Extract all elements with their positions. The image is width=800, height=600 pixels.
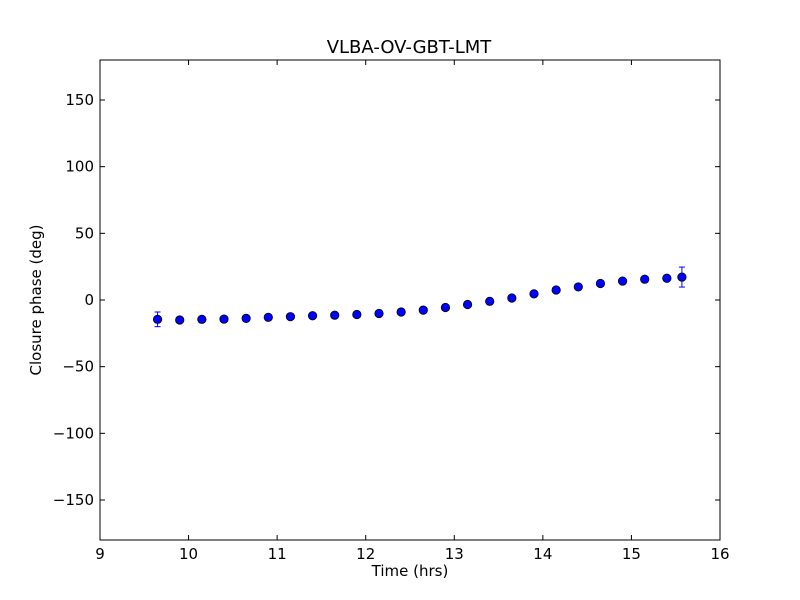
data-point [241,313,251,323]
plot-background [100,60,720,540]
plot-area: 9 10 11 12 13 14 15 16 −150 −100 −50 0 50 100 150 [53,59,730,563]
x-tick-label: 13 [445,545,464,563]
data-point [219,314,229,324]
y-tick-label: −100 [53,424,94,442]
data-point [175,315,185,325]
data-point [485,296,495,306]
y-tick-label: 100 [65,158,94,176]
x-tick-label: 9 [95,545,105,563]
data-point [551,285,561,295]
x-axis-label: Time (hrs) [371,562,449,580]
data-point [507,293,517,303]
data-point [197,314,207,324]
data-point [152,314,163,324]
y-tick-label: −50 [62,358,94,376]
x-tick-label: 12 [356,545,375,563]
data-point [573,282,583,292]
data-point [285,312,296,322]
data-point [396,307,406,317]
x-tick-label: 15 [622,545,641,563]
data-point [352,309,362,320]
x-tick-label: 11 [268,545,287,563]
data-point [662,273,672,283]
data-point [418,305,428,315]
data-point [374,308,384,319]
data-point [529,289,539,299]
data-point [640,274,650,284]
y-tick-label: 0 [84,291,94,309]
data-point [677,272,687,282]
x-tick-label: 14 [533,545,552,563]
data-point [307,311,318,321]
data-point [617,276,628,286]
data-point [330,310,340,320]
y-tick-label: 50 [75,224,94,242]
x-tick-label: 16 [710,545,729,563]
data-layer [152,266,687,328]
x-tick-label: 10 [179,545,198,563]
chart-title: VLBA-OV-GBT-LMT [327,37,493,58]
plot-frame [99,59,721,541]
y-tick-label: 150 [65,91,94,109]
y-axis-label: Closure phase (deg) [27,225,45,376]
y-tick-label: −150 [53,491,94,509]
data-point [595,278,606,289]
tick-layer: 9 10 11 12 13 14 15 16 −150 −100 −50 0 50 100 150 [53,60,730,563]
data-point [462,299,473,310]
data-point [263,312,273,322]
data-point [440,302,451,313]
